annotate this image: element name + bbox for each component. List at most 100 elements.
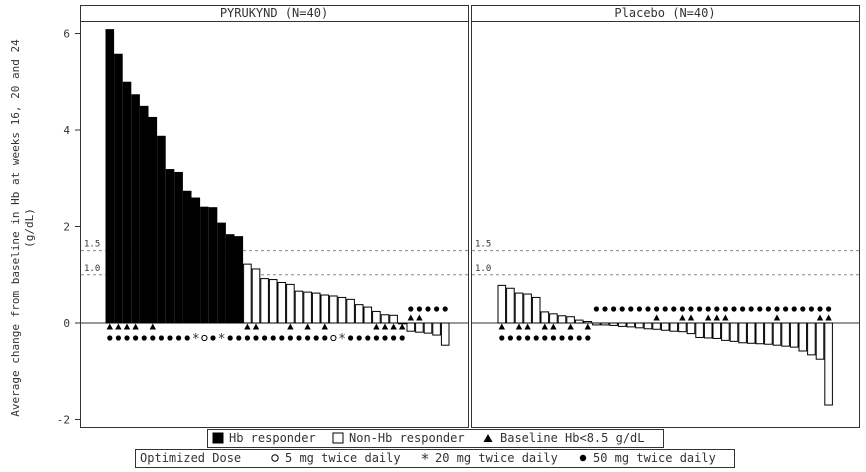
- baseline-hb-marker: [541, 323, 548, 330]
- bar-non-responder: [506, 287, 515, 324]
- legend-non-responder-label: Non-Hb responder: [349, 431, 465, 445]
- panel-pyrukynd-bars: [105, 29, 450, 346]
- baseline-hb-marker: [407, 314, 414, 321]
- baseline-hb-marker: [825, 314, 832, 321]
- baseline-hb-marker: [390, 323, 397, 330]
- dose-50mg-marker: [365, 335, 371, 341]
- bar-non-responder: [346, 298, 355, 324]
- dose-50mg-marker: [585, 335, 591, 341]
- dose-50mg-marker: [210, 335, 216, 341]
- dose-50mg-marker: [244, 335, 250, 341]
- y-tick-label: 0: [63, 317, 70, 330]
- dose-50mg-marker: [399, 335, 405, 341]
- bar-non-responder: [523, 293, 532, 324]
- dose-50mg-marker: [434, 306, 440, 312]
- y-axis-title-line1: Average change from baseline in Hb at we…: [9, 39, 22, 417]
- baseline-hb-marker: [381, 323, 389, 330]
- panel-placebo-reference-lines: 1.5 1.0: [472, 240, 859, 276]
- bar-non-responder: [600, 322, 610, 326]
- dose-50mg-marker: [722, 306, 729, 312]
- dose-50mg-marker: [765, 306, 772, 312]
- bar-non-responder: [514, 292, 524, 324]
- baseline-hb-marker: [115, 323, 122, 330]
- dose-50mg-marker: [774, 306, 780, 312]
- dose-50mg-marker: [184, 335, 190, 341]
- bar-non-responder: [807, 322, 816, 356]
- legend-responder-label: Hb responder: [229, 431, 316, 445]
- baseline-hb-marker: [524, 323, 531, 330]
- panel-placebo-baseline-markers: [498, 314, 832, 330]
- legend-responder-swatch: [212, 432, 224, 444]
- legend-dose50-marker: [579, 454, 587, 462]
- legend-dose20-label: 20 mg twice daily: [435, 451, 558, 465]
- bar-non-responder: [712, 322, 722, 339]
- bar-non-responder: [755, 322, 765, 345]
- dose-50mg-marker: [705, 306, 711, 312]
- dose-50mg-marker: [826, 306, 832, 312]
- panel-pyrukynd-baseline-markers: [106, 314, 423, 330]
- dose-50mg-marker: [542, 335, 548, 341]
- bar-non-responder: [643, 322, 653, 330]
- baseline-hb-marker: [584, 323, 591, 330]
- dose-50mg-marker: [800, 306, 806, 312]
- bar-non-responder: [354, 304, 364, 324]
- dose-50mg-marker: [679, 306, 686, 312]
- dose-50mg-marker: [516, 335, 522, 341]
- bar-responder: [182, 190, 192, 324]
- dose-50mg-marker: [279, 335, 285, 341]
- bar-non-responder: [549, 313, 558, 324]
- bar-non-responder: [678, 322, 687, 333]
- legend-dose50-label: 50 mg twice daily: [593, 451, 716, 465]
- legend-baseline-label: Baseline Hb<8.5 g/dL: [500, 431, 645, 445]
- dose-50mg-marker: [697, 306, 703, 312]
- dose-50mg-marker: [141, 335, 147, 341]
- dose-50mg-marker: [416, 306, 422, 312]
- panel-pyrukynd-dose-markers: * * *: [107, 306, 448, 347]
- baseline-hb-marker: [653, 314, 660, 321]
- dose-50mg-marker: [107, 335, 113, 341]
- dose-50mg-marker: [662, 306, 668, 312]
- legend-baseline-triangle: [483, 434, 493, 442]
- bar-responder: [139, 105, 149, 324]
- dose-50mg-marker: [636, 306, 643, 312]
- baseline-hb-marker: [816, 314, 824, 321]
- reference-line-label: 1.0: [475, 264, 491, 274]
- dose-50mg-marker: [296, 335, 302, 341]
- dose-50mg-marker: [287, 335, 293, 341]
- legend-dose20-marker: *: [420, 450, 429, 468]
- baseline-hb-marker: [304, 323, 311, 330]
- baseline-hb-marker: [722, 314, 729, 321]
- bar-non-responder: [320, 294, 330, 324]
- baseline-hb-marker: [321, 323, 328, 330]
- bar-non-responder: [432, 322, 441, 336]
- baseline-hb-marker: [123, 323, 131, 330]
- dose-50mg-marker: [619, 306, 625, 312]
- bar-non-responder: [729, 322, 739, 342]
- baseline-hb-marker: [373, 323, 380, 330]
- y-tick-label: 6: [63, 28, 70, 41]
- legend-dose: Optimized Dose 5 mg twice daily * 20 mg …: [135, 449, 735, 468]
- y-axis-title-line2: (g/dL): [23, 208, 36, 248]
- y-tick-label: 2: [63, 221, 70, 234]
- baseline-hb-marker: [106, 323, 113, 330]
- dose-50mg-marker: [525, 335, 531, 341]
- dose-50mg-marker: [124, 335, 130, 341]
- bar-non-responder: [583, 321, 593, 324]
- bar-non-responder: [764, 322, 773, 345]
- legend-dose-title: Optimized Dose: [140, 451, 241, 465]
- dose-50mg-marker: [236, 335, 242, 341]
- panel-placebo-title: Placebo (N=40): [614, 6, 715, 20]
- panel-pyrukynd-reference-lines: 1.5 1.0: [81, 240, 468, 276]
- dose-5mg-marker: [330, 334, 337, 342]
- dose-50mg-marker: [757, 306, 763, 312]
- dose-50mg-marker: [382, 335, 388, 341]
- bar-responder: [217, 222, 226, 324]
- bar-responder: [105, 29, 115, 324]
- baseline-hb-marker: [416, 314, 423, 321]
- bar-non-responder: [286, 283, 295, 324]
- bar-non-responder: [294, 290, 304, 324]
- dose-50mg-marker: [176, 335, 182, 341]
- y-axis: -2 0 2 4 6: [57, 28, 80, 427]
- bar-responder: [234, 236, 244, 324]
- dose-50mg-marker: [791, 306, 797, 312]
